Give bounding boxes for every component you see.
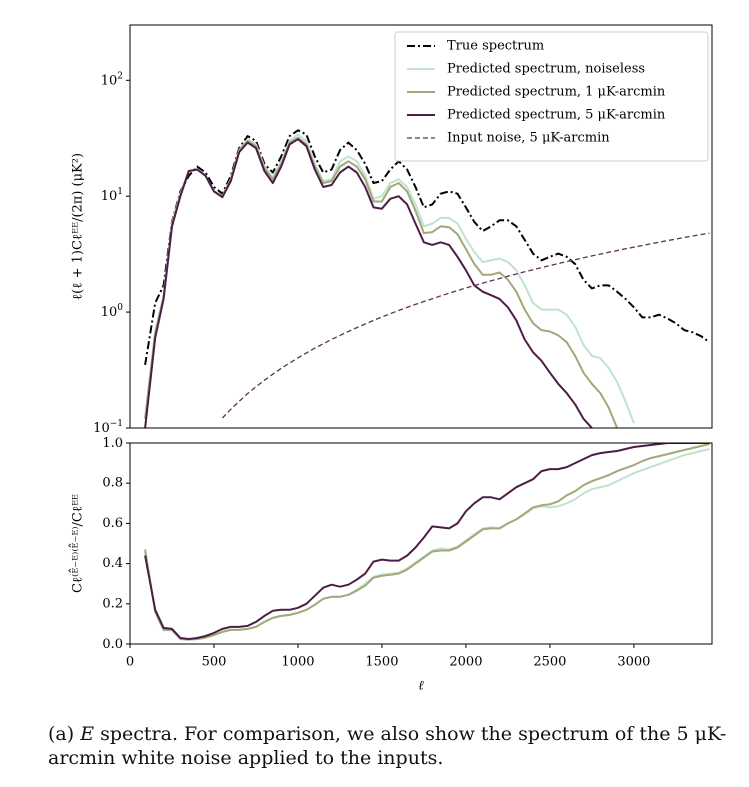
axes-frame [129, 24, 713, 429]
y-tick-label: 0.8 [102, 476, 123, 491]
series-line [144, 129, 711, 366]
series-line [144, 136, 619, 428]
y-tick-base: 10 [101, 305, 118, 320]
series-line [144, 443, 710, 640]
caption-label: (a) [48, 723, 75, 745]
legend-label: Input noise, 5 μK-arcmin [447, 131, 610, 146]
y-tick-exponent: 1 [117, 187, 123, 197]
y-tick-label: 10−1 [93, 419, 123, 436]
x-tick-label: 2500 [533, 655, 566, 670]
x-tick-label: 500 [202, 655, 227, 670]
caption: (a) E spectra. For comparison, we also s… [48, 722, 738, 770]
series-line [144, 133, 635, 424]
series-line [144, 443, 710, 641]
series-line [144, 138, 593, 428]
y-tick-base: 10 [93, 421, 110, 436]
y-tick-label: 0.0 [102, 637, 123, 652]
plot-area [144, 443, 710, 641]
x-tick-label: 2000 [449, 655, 482, 670]
y-tick-label: 102 [101, 71, 123, 88]
y-tick-label: 1.0 [102, 436, 123, 451]
y-tick-base: 10 [101, 73, 118, 88]
legend-label: Predicted spectrum, noiseless [447, 62, 645, 77]
y-tick-label: 0.4 [102, 556, 123, 571]
y-tick-base: 1.0 [102, 436, 123, 451]
caption-emph: E [80, 723, 95, 745]
y-tick-exponent: 0 [117, 303, 123, 313]
legend-label: Predicted spectrum, 5 μK-arcmin [447, 108, 666, 123]
y-axis-label: Cℓ⁽ᴱ̂⁻ᴱ⁾⁽ᴱ̂⁻ᴱ⁾/Cℓᴱᴱ [68, 494, 86, 593]
x-axis-label: ℓ [418, 679, 424, 694]
x-tick-label: 0 [126, 655, 134, 670]
y-tick-exponent: 2 [117, 71, 123, 81]
y-axis-label: ℓ(ℓ + 1)Cℓᴱᴱ/(2π) (μK²) [71, 153, 86, 300]
y-tick-exponent: −1 [110, 419, 123, 429]
legend-box [394, 31, 709, 162]
legend-label: True spectrum [447, 39, 544, 54]
series-line [144, 448, 710, 641]
y-tick-label: 100 [101, 303, 124, 320]
axes-frame [129, 442, 713, 645]
y-tick-base: 10 [101, 189, 118, 204]
x-tick-label: 3000 [617, 655, 650, 670]
x-tick-label: 1500 [365, 655, 398, 670]
x-tick-label: 1000 [281, 655, 314, 670]
y-tick-label: 0.2 [102, 596, 123, 611]
y-tick-label: 101 [101, 187, 123, 204]
y-tick-label: 0.6 [102, 516, 123, 531]
y-tick-base: 0.0 [102, 637, 123, 652]
caption-text: spectra. For comparison, we also show th… [48, 723, 727, 769]
plot-area [144, 129, 711, 428]
series-line [221, 232, 710, 419]
legend-label: Predicted spectrum, 1 μK-arcmin [447, 85, 666, 100]
